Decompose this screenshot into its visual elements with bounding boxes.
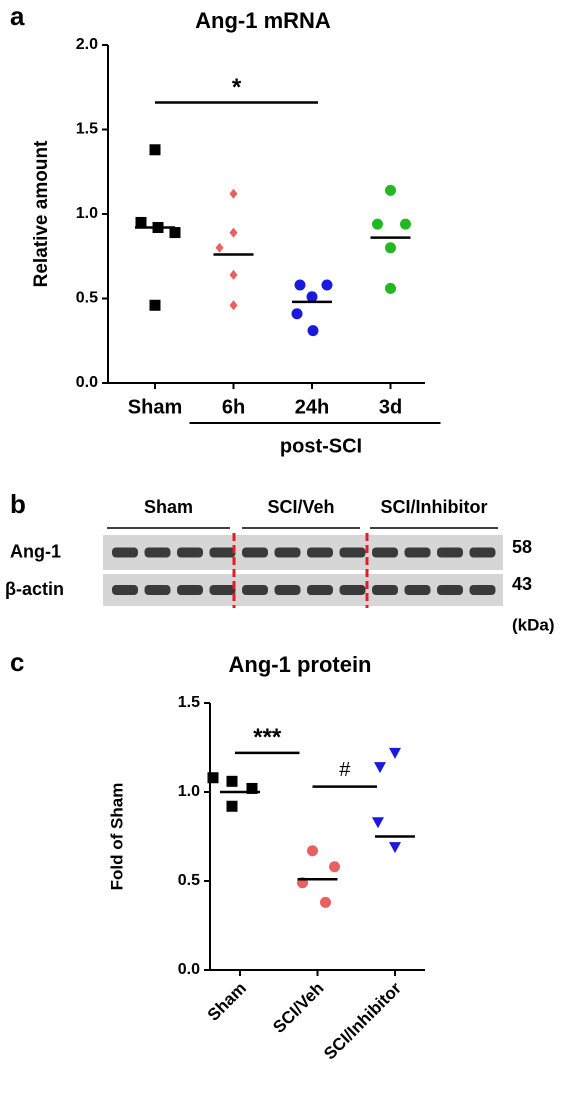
y-tick-label: 1.0 [178,783,200,800]
data-point [400,218,411,230]
x-tick-label: Sham [204,979,250,1025]
data-point [149,299,161,311]
data-point [385,282,396,294]
blot-band [112,585,138,595]
blot-band [339,585,366,595]
y-tick-label: 1.0 [76,205,98,222]
blot-band [469,547,496,558]
blot-band [274,547,301,558]
blot-group-label: SCI/Inhibitor [381,497,488,517]
data-point [229,269,238,280]
x-tick-label: 6h [222,396,245,418]
blot-band [209,547,236,558]
blot-band [307,547,333,558]
blot-size-label: 43 [512,574,532,594]
x-tick-label: 3d [379,396,402,418]
data-point [320,896,331,908]
blot-band [144,585,171,595]
data-point [229,300,238,311]
data-point [135,216,147,228]
data-point [329,861,340,873]
data-point [291,308,303,320]
y-tick-label: 1.5 [76,121,98,138]
data-point [226,800,238,812]
data-point [389,842,401,854]
blot-band [404,585,431,595]
blot-band [209,585,236,595]
blot-band [372,585,398,595]
significance-label: * [232,74,242,101]
data-point [307,325,319,337]
chart-title: Ang-1 mRNA [195,8,331,33]
x-tick-label: Sham [128,396,182,418]
data-point [229,188,238,199]
data-point [306,291,318,303]
data-point [385,184,396,196]
data-point [321,279,333,291]
blot-size-label: 58 [512,537,532,557]
panel-label: a [10,1,25,31]
x-tick-label: SCI/Inhibitor [320,978,405,1063]
blot-band [339,547,366,558]
blot-band [144,547,171,558]
y-tick-label: 0.0 [178,961,200,978]
y-tick-label: 0.0 [76,374,98,391]
data-point [207,772,219,784]
data-point [215,242,224,253]
blot-band [242,547,268,558]
y-tick-label: 1.5 [178,694,200,711]
panel-label: b [10,489,26,519]
data-point [294,279,306,291]
blot-band [404,547,431,558]
y-axis-label: Fold of Sham [107,783,126,891]
chart-title: Ang-1 protein [229,652,372,677]
y-tick-label: 0.5 [76,290,98,307]
blot-band [307,585,333,595]
blot-band [177,585,203,595]
blot-group-label: SCI/Veh [267,497,334,517]
blot-group-label: Sham [144,497,193,517]
data-point [389,747,401,759]
y-tick-label: 2.0 [76,36,98,53]
blot-unit-label: (kDa) [512,615,555,634]
blot-band [437,547,463,558]
blot-row-label: β-actin [5,579,64,599]
significance-label: # [339,759,351,781]
data-point [246,782,258,794]
y-axis-label: Relative amount [31,140,52,287]
data-point [385,242,396,254]
data-point [226,775,238,787]
blot-band [274,585,301,595]
blot-band [437,585,463,595]
group-label: post-SCI [280,435,362,457]
y-tick-label: 0.5 [178,872,200,889]
data-point [149,144,161,156]
blot-band [177,547,203,558]
significance-label: *** [253,724,282,751]
blot-row-label: Ang-1 [10,541,61,561]
data-point [372,218,383,230]
blot-band [242,585,268,595]
data-point [229,227,238,238]
data-point [374,762,386,774]
panel-label: c [10,647,24,677]
data-point [372,817,384,829]
x-tick-label: 24h [295,396,329,418]
blot-band [112,547,138,558]
data-point [169,227,181,239]
x-tick-label: SCI/Veh [269,979,327,1037]
data-point [307,845,318,857]
blot-band [372,547,398,558]
blot-band [469,585,496,595]
